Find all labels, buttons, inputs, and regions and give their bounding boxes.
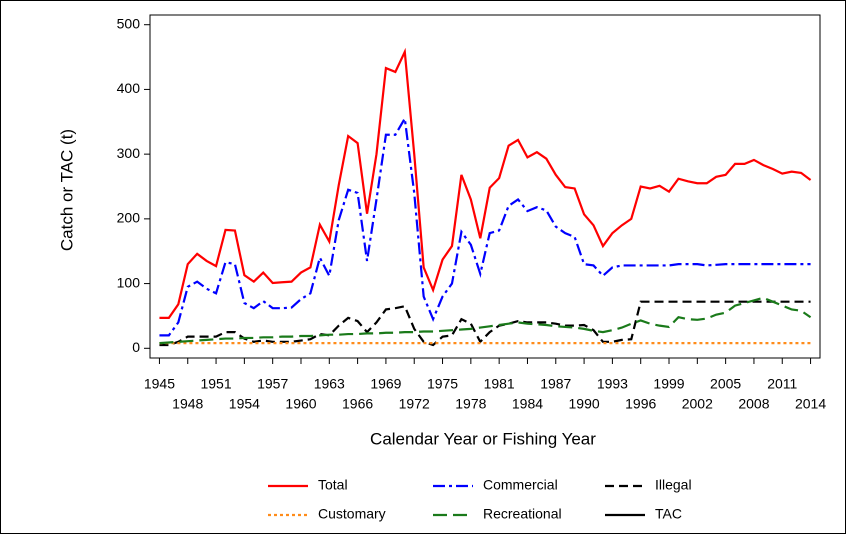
y-tick-label: 200: [117, 210, 141, 226]
x-tick-label: 1990: [569, 396, 600, 412]
x-tick-label: 1996: [625, 396, 656, 412]
legend-label: Commercial: [483, 477, 558, 493]
series-line: [159, 47, 812, 319]
x-tick-label: 2008: [738, 396, 769, 412]
legend-label: Illegal: [655, 477, 692, 493]
x-tick-label: 1999: [653, 376, 684, 392]
x-tick-label: 1951: [200, 376, 231, 392]
legend-label: Total: [318, 477, 348, 493]
x-tick-label: 1963: [314, 376, 345, 392]
y-tick-label: 500: [117, 15, 141, 31]
x-tick-label: 1966: [342, 396, 373, 412]
x-tick-label: 1954: [229, 396, 260, 412]
x-tick-label: 1972: [399, 396, 430, 412]
y-tick-label: 0: [132, 339, 140, 355]
legend-label: TAC: [655, 506, 682, 522]
plot-frame: [149, 14, 821, 359]
series-line: [159, 296, 812, 345]
series-line: [159, 115, 811, 337]
x-tick-label: 1960: [285, 396, 316, 412]
x-axis-label: Calendar Year or Fishing Year: [370, 429, 596, 448]
y-tick-label: 300: [117, 145, 141, 161]
legend-label: Recreational: [483, 506, 562, 522]
x-tick-label: 1969: [370, 376, 401, 392]
y-tick-label: 400: [117, 80, 141, 96]
legend-label: Customary: [318, 506, 386, 522]
x-tick-label: 1978: [455, 396, 486, 412]
y-tick-label: 100: [117, 274, 141, 290]
x-tick-label: 1945: [144, 376, 175, 392]
x-tick-label: 1975: [427, 376, 458, 392]
x-tick-label: 2005: [710, 376, 741, 392]
x-tick-label: 1957: [257, 376, 288, 392]
series-line: [159, 300, 811, 347]
x-tick-label: 1981: [484, 376, 515, 392]
x-tick-label: 2002: [682, 396, 713, 412]
y-axis-label: Catch or TAC (t): [57, 129, 76, 251]
x-tick-label: 1984: [512, 396, 543, 412]
x-tick-label: 1987: [540, 376, 571, 392]
x-tick-label: 2011: [767, 376, 797, 392]
x-tick-label: 1993: [597, 376, 628, 392]
x-tick-label: 2014: [795, 396, 826, 412]
x-tick-label: 1948: [172, 396, 203, 412]
